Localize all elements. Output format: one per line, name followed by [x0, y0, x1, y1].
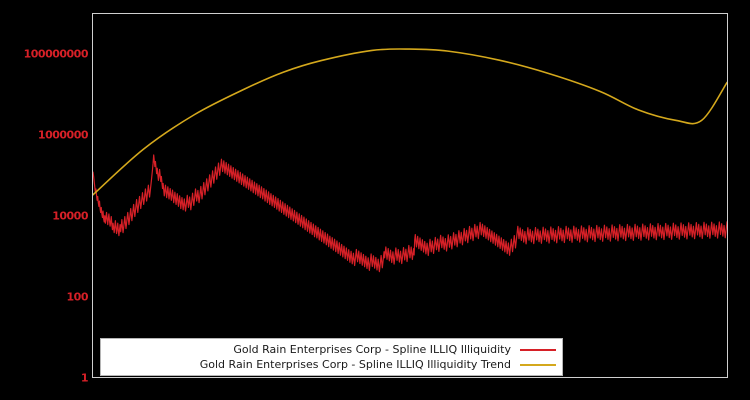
legend-label-trend: Gold Rain Enterprises Corp - Spline ILLI… [199, 358, 511, 371]
y-axis-tick-1: 1 [80, 371, 89, 385]
y-axis-tick-100000000: 100000000 [23, 47, 89, 61]
illiquidity-trend-line [93, 48, 727, 196]
y-axis-tick-labels: 100000000 1000000 10000 100 1 [0, 0, 89, 400]
y-axis-tick-10000: 10000 [52, 209, 88, 223]
legend-entry-trend: Gold Rain Enterprises Corp - Spline ILLI… [105, 357, 556, 372]
illiquidity-series-line [93, 154, 727, 273]
legend-label-illiquidity: Gold Rain Enterprises Corp - Spline ILLI… [233, 343, 511, 356]
legend-swatch-illiquidity [520, 348, 556, 351]
legend-swatch-trend [520, 363, 556, 366]
plot-area [92, 13, 728, 378]
y-axis-tick-1000000: 1000000 [37, 128, 89, 142]
series-canvas [93, 48, 727, 273]
legend-entry-illiquidity: Gold Rain Enterprises Corp - Spline ILLI… [105, 342, 556, 357]
y-axis-tick-100: 100 [66, 290, 89, 304]
chart-legend: Gold Rain Enterprises Corp - Spline ILLI… [100, 338, 563, 376]
